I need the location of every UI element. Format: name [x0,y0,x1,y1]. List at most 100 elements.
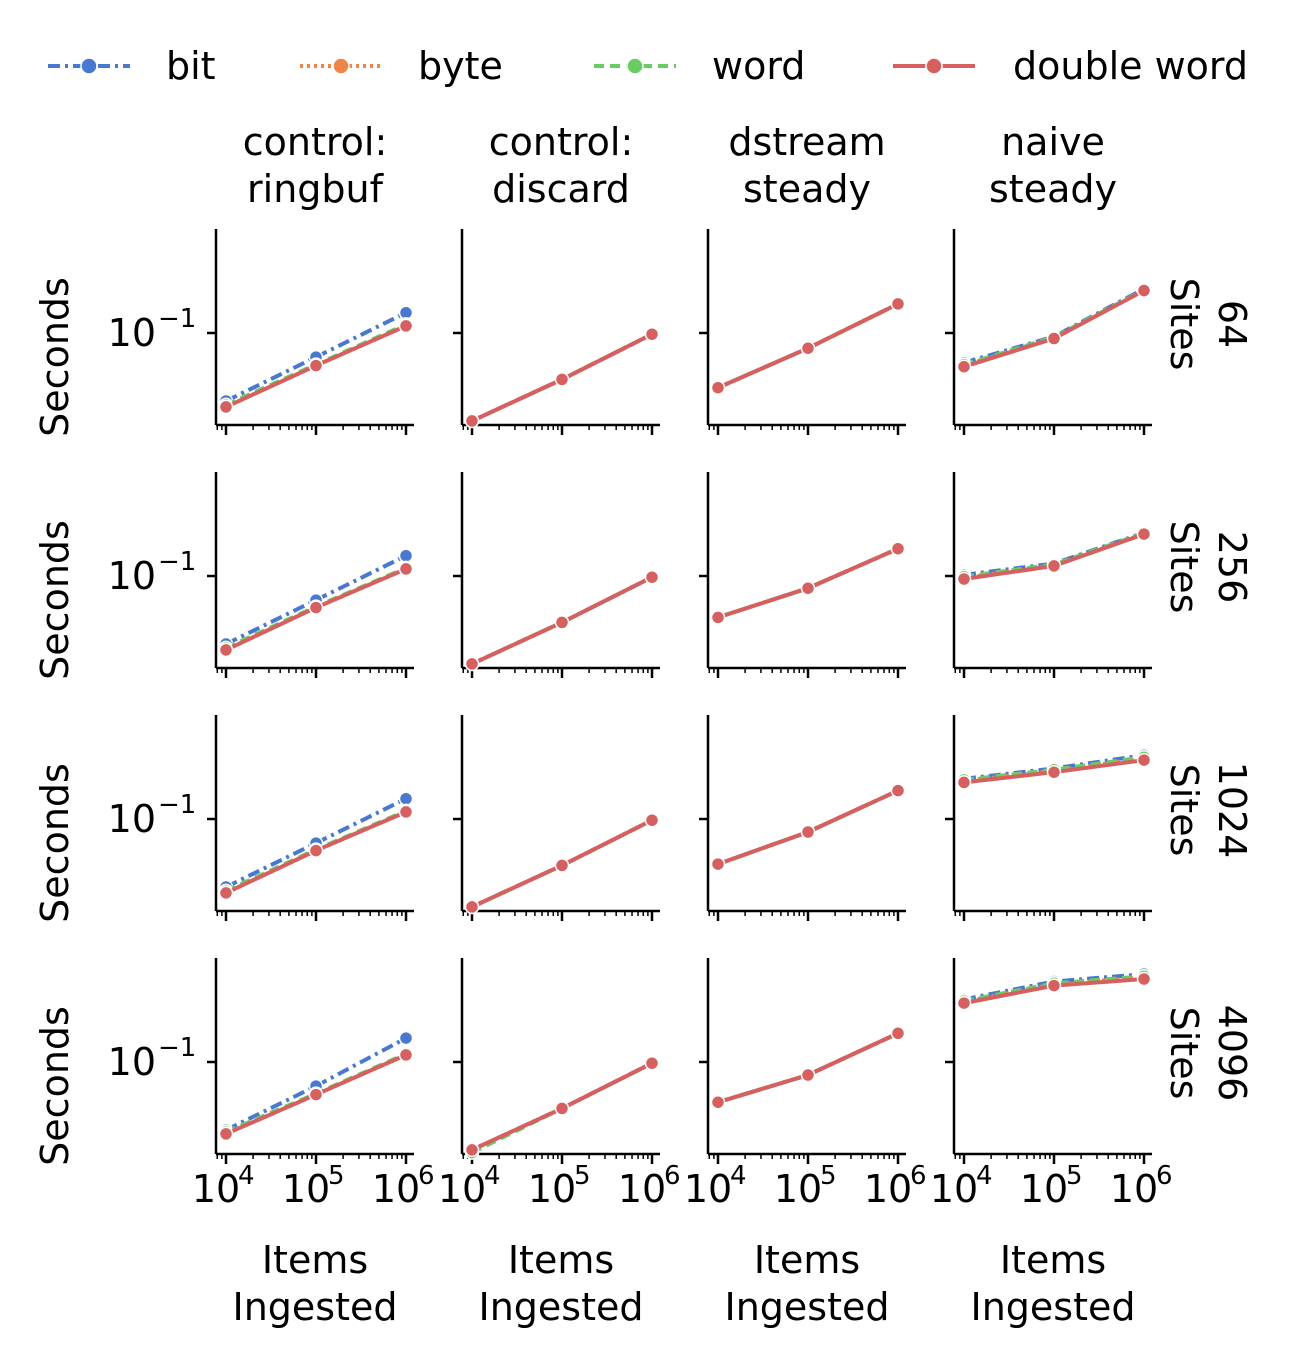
series-point-double-word [1046,978,1062,993]
panel-r2-c0: 10 −1 Seconds [33,715,414,923]
row-label: 4096 [1210,1005,1254,1102]
y-axis-label: Seconds [33,277,77,437]
panel-r0-c1 [453,229,660,435]
x-axis-label: Items [754,1238,860,1282]
column-title: ringbuf [247,167,385,211]
series-point-double-word [308,358,324,373]
series-point-double-word [464,656,480,672]
series-point-double-word [956,571,972,587]
x-axis-label: Ingested [233,1285,398,1329]
panel-r0-c3 [945,229,1152,435]
series-point-bit [398,1030,414,1046]
series-point-double-word [1046,558,1062,574]
y-tick-exponent: −1 [158,547,196,577]
x-tick-label: 10 [1110,1167,1158,1211]
series-point-double-word [800,580,816,596]
column-title: control: [489,120,634,164]
row-label: Sites [1162,764,1206,857]
y-tick-exponent: −1 [158,790,196,820]
column-title: control: [243,120,388,164]
series-line-bit [963,972,1145,1002]
column-title: naive [1001,120,1105,164]
series-point-double-word [800,824,816,840]
x-tick-label: 10 [618,1167,666,1211]
series-point-double-word [890,541,906,556]
panel-r2-c2 [699,715,906,921]
row-label: 1024 [1210,762,1254,859]
y-tick-label: 10 [108,554,156,598]
x-tick-exponent: 6 [1156,1161,1173,1191]
x-tick-label: 10 [282,1167,330,1211]
series-point-double-word [800,340,816,356]
series-point-double-word [1136,526,1152,542]
y-tick-exponent: −1 [158,304,196,334]
x-axis-label: Items [262,1238,368,1282]
series-point-double-word [218,642,234,658]
y-axis-label: Seconds [33,1006,77,1166]
series-point-bit [398,548,414,563]
series-point-double-word [218,885,234,901]
series-point-double-word [890,783,906,798]
x-tick-exponent: 4 [484,1161,501,1191]
legend: bit byte word double word [48,44,1248,88]
x-tick-label: 10 [372,1167,420,1211]
series-point-double-word [956,359,972,374]
x-tick-exponent: 4 [976,1161,993,1191]
x-tick-label: 10 [930,1167,978,1211]
series-point-double-word [554,1101,570,1116]
series-point-double-word [308,600,324,615]
series-point-double-word [398,561,414,577]
legend-label: bit [166,44,216,88]
x-tick-exponent: 5 [1066,1161,1083,1191]
y-tick-label: 10 [108,1040,156,1084]
series-point-double-word [956,995,972,1011]
series-point-double-word [710,1094,726,1110]
panel-r1-c0: 10 −1 Seconds [33,472,414,680]
x-axis-label: Ingested [725,1285,890,1329]
row-label: Sites [1162,1007,1206,1100]
x-tick-exponent: 5 [574,1161,591,1191]
x-tick-label: 10 [864,1167,912,1211]
legend-label: byte [418,44,503,88]
x-tick-label: 10 [438,1167,486,1211]
row-label: 256 [1210,531,1254,604]
y-tick-label: 10 [108,797,156,841]
series-point-double-word [890,1026,906,1041]
series-line-bit [963,287,1145,365]
x-tick-label: 10 [684,1167,732,1211]
column-title: dstream [728,120,885,164]
x-axis-label: Ingested [971,1285,1136,1329]
series-point-double-word [464,899,480,915]
series-point-double-word [308,1087,324,1102]
series-point-double-word [218,1126,234,1142]
x-tick-exponent: 4 [730,1161,747,1191]
series-point-double-word [644,1055,660,1071]
y-tick-exponent: −1 [158,1033,196,1063]
series-point-double-word [218,399,234,415]
panel-r2-c1 [453,715,660,921]
x-axis-label: Items [1000,1238,1106,1282]
x-tick-label: 10 [192,1167,240,1211]
panel-r1-c3 [945,472,1152,678]
legend-marker-3 [925,57,943,75]
series-point-double-word [554,372,570,387]
series-point-double-word [710,610,726,625]
series-point-double-word [308,843,324,858]
row-label: Sites [1162,278,1206,371]
column-title: steady [743,167,871,211]
series-point-double-word [956,775,972,790]
panel-r1-c1 [453,472,660,678]
series-point-double-word [890,296,906,312]
x-tick-label: 10 [774,1167,822,1211]
x-tick-exponent: 5 [820,1161,837,1191]
column-title: steady [989,167,1117,211]
x-axis-label: Items [508,1238,614,1282]
series-point-double-word [554,858,570,873]
series-point-double-word [644,812,660,828]
legend-marker-0 [80,57,98,75]
series-point-double-word [800,1067,816,1083]
